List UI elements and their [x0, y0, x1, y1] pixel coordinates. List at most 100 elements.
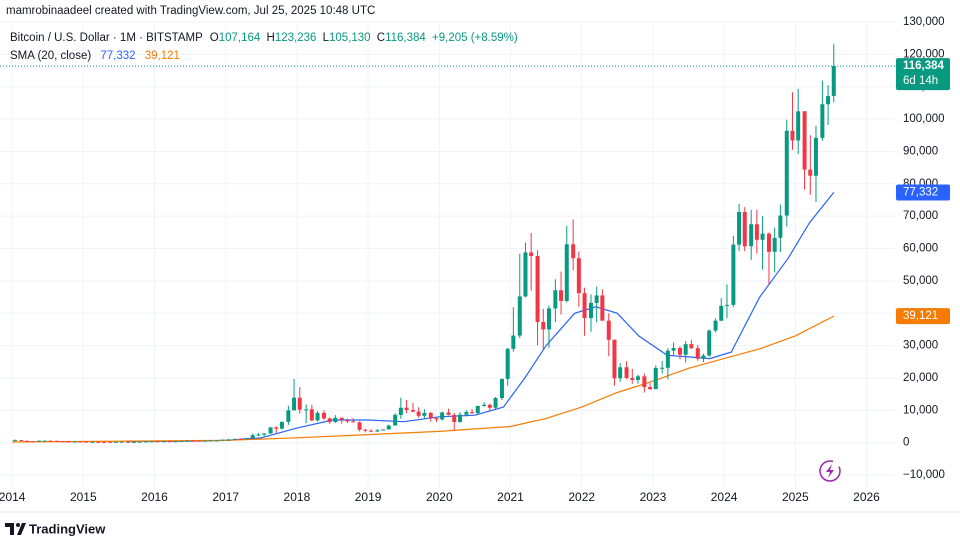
y-tick-label: 100,000 — [903, 113, 945, 125]
candle-body — [826, 96, 831, 105]
countdown-text: 6d 14h — [903, 75, 938, 87]
candle-body — [143, 441, 148, 443]
candle-body — [72, 441, 77, 443]
x-tick-label: 2023 — [640, 490, 667, 504]
candle-body — [404, 407, 409, 411]
sma-tag — [896, 184, 950, 201]
x-tick-label: 2015 — [70, 490, 97, 504]
candle-body — [731, 244, 736, 305]
candle-body — [215, 440, 220, 442]
candle-body — [279, 421, 284, 429]
ohlc-value: 107,164 — [219, 32, 261, 44]
candle-body — [588, 302, 593, 319]
candle-body — [274, 427, 279, 429]
candle-body — [90, 441, 95, 443]
candle-body — [434, 418, 439, 420]
candle-body — [701, 355, 706, 359]
candle-body — [339, 417, 344, 421]
candle-body — [220, 439, 225, 441]
candle-body — [256, 434, 261, 436]
y-tick-label: 120,000 — [903, 48, 945, 60]
sma-tag-text: 39,121 — [903, 310, 938, 322]
indicator-row: SMA (20, close) 77,332 39,121 — [10, 50, 180, 62]
y-tick-label: 50,000 — [903, 275, 938, 287]
candle-body — [185, 440, 190, 442]
candle-body — [648, 387, 653, 390]
candle-body — [42, 440, 47, 442]
candle-body — [766, 233, 771, 252]
candle-body — [440, 412, 445, 420]
footer-logo — [5, 523, 26, 535]
y-tick-label: 70,000 — [903, 210, 938, 222]
candle-body — [612, 339, 617, 379]
candle-body — [772, 237, 777, 252]
candle-body — [487, 404, 492, 408]
candle-body — [375, 430, 380, 432]
candle-body — [25, 440, 30, 442]
candle-body — [393, 414, 398, 426]
candle-body — [546, 308, 551, 330]
candle-body — [60, 441, 65, 443]
ohlc-letter: L — [323, 32, 330, 44]
candle-body — [452, 414, 457, 422]
candle-body — [327, 418, 332, 422]
y-tick-label: 20,000 — [903, 372, 938, 384]
candle-body — [416, 411, 421, 416]
candle-body — [582, 293, 587, 319]
candle-body — [719, 305, 724, 321]
flash-icon — [819, 460, 841, 482]
candle-body — [470, 412, 475, 414]
plot-area — [0, 21, 895, 488]
y-tick-label: 130,000 — [903, 16, 945, 28]
change: +9,205 (+8.59%) — [432, 32, 518, 44]
x-tick-label: 2019 — [355, 490, 382, 504]
candle-body — [630, 377, 635, 380]
candle-body — [410, 410, 415, 412]
candle-body — [161, 441, 166, 443]
candle-body — [594, 295, 599, 303]
candle-body — [54, 440, 59, 442]
candle-body — [541, 321, 546, 330]
candle-body — [559, 290, 564, 301]
candle-body — [618, 367, 623, 379]
candle-body — [315, 412, 320, 421]
y-tick-label: 30,000 — [903, 340, 938, 352]
x-tick-label: 2026 — [853, 490, 880, 504]
candle-body — [464, 412, 469, 415]
candle-body — [155, 441, 160, 443]
candle-body — [368, 430, 373, 432]
y-tick-label: 90,000 — [903, 145, 938, 157]
symbol: Bitcoin / U.S. Dollar · 1M · BITSTAMP — [10, 32, 203, 44]
candle-body — [724, 304, 729, 306]
candle-body — [363, 429, 368, 431]
ohlc-value: 116,384 — [385, 32, 426, 44]
candle-body — [190, 440, 195, 442]
candle-body — [114, 441, 119, 443]
candle-body — [48, 440, 53, 442]
candle-body — [244, 438, 249, 440]
candle-body — [131, 441, 136, 443]
candle-body — [529, 252, 534, 256]
candle-body — [535, 255, 540, 322]
candle-body — [683, 344, 688, 355]
ohlc-letter: C — [377, 32, 385, 44]
candle-body — [665, 350, 670, 368]
candle-body — [203, 440, 208, 442]
candle-body — [457, 414, 462, 422]
candle-body — [126, 441, 131, 443]
x-tick-label: 2021 — [497, 490, 524, 504]
candle-body — [179, 440, 184, 442]
candle-body — [517, 296, 522, 336]
candle-body — [108, 441, 113, 443]
price-tag — [896, 58, 950, 91]
candle-body — [292, 397, 297, 411]
candle-body — [808, 169, 813, 176]
candle-body — [321, 412, 326, 419]
candle-body — [345, 420, 350, 422]
candle-body — [713, 320, 718, 331]
sma-line — [12, 315, 835, 443]
candle-body — [167, 441, 172, 443]
candle-body — [778, 215, 783, 238]
candle-body — [475, 405, 480, 414]
candle-body — [381, 429, 386, 431]
